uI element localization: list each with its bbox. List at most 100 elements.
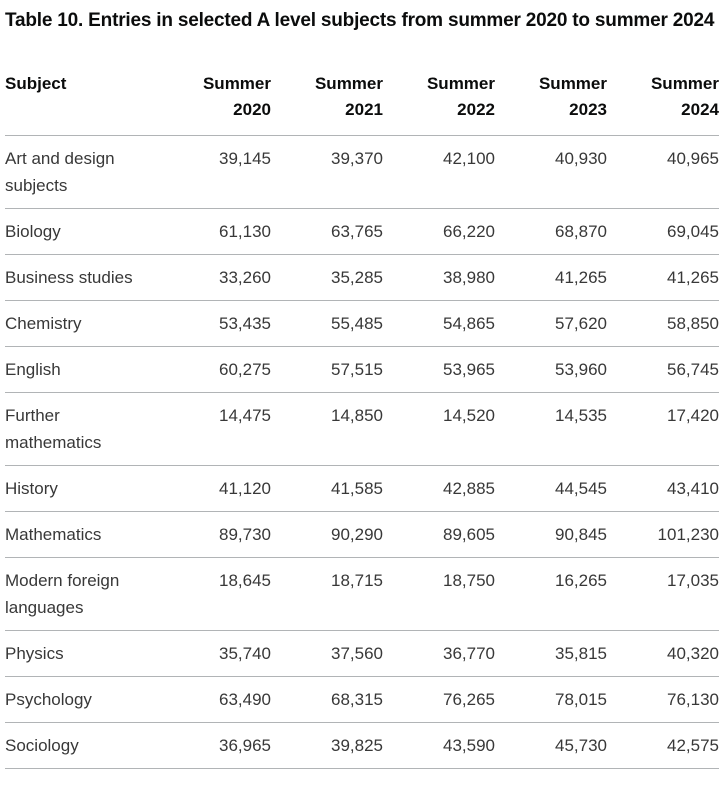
column-header-season: Summer (314, 73, 383, 93)
value-cell: 17,035 (607, 557, 719, 631)
value-cell: 38,980 (383, 254, 495, 301)
table-row: Mathematics 89,730 90,290 89,605 90,845 101,2… (5, 511, 719, 558)
value-cell: 18,750 (383, 557, 495, 631)
table-row: Modern foreign languages 18,645 18,715 18,7… (5, 557, 719, 631)
value-cell: 58,850 (607, 300, 719, 347)
value-cell: 57,515 (271, 346, 383, 393)
value-cell: 40,965 (607, 135, 719, 209)
value-cell: 89,730 (159, 511, 271, 558)
value-cell: 35,815 (495, 630, 607, 677)
subject-cell: Mathematics (5, 511, 159, 558)
value-cell: 43,590 (383, 722, 495, 769)
value-cell: 18,715 (271, 557, 383, 631)
value-cell: 35,285 (271, 254, 383, 301)
subject-cell: Art and design subjects (5, 135, 159, 209)
value-cell: 53,960 (495, 346, 607, 393)
subject-cell: History (5, 465, 159, 512)
subject-cell: Biology (5, 208, 159, 255)
value-cell: 90,845 (495, 511, 607, 558)
value-cell: 78,015 (495, 676, 607, 723)
subject-cell: Business studies (5, 254, 159, 301)
table-row: Chemistry 53,435 55,485 54,865 57,620 58,850 (5, 300, 719, 347)
value-cell: 53,965 (383, 346, 495, 393)
value-cell: 14,535 (495, 392, 607, 466)
value-cell: 39,825 (271, 722, 383, 769)
value-cell: 63,490 (159, 676, 271, 723)
value-cell: 89,605 (383, 511, 495, 558)
value-cell: 69,045 (607, 208, 719, 255)
value-cell: 41,265 (607, 254, 719, 301)
year-column-header: Summer 2023 (495, 70, 607, 136)
table-row: Biology 61,130 63,765 66,220 68,870 69,045 (5, 208, 719, 255)
table-row: Further mathematics 14,475 14,850 14,520 14,… (5, 392, 719, 466)
value-cell: 41,585 (271, 465, 383, 512)
subject-cell: Chemistry (5, 300, 159, 347)
value-cell: 101,230 (607, 511, 719, 558)
value-cell: 76,265 (383, 676, 495, 723)
value-cell: 44,545 (495, 465, 607, 512)
column-header-year: 2020 (233, 99, 271, 119)
column-header-season: Summer (202, 73, 271, 93)
table-row: Psychology 63,490 68,315 76,265 78,015 76,130 (5, 676, 719, 723)
header-row: Subject Summer 2020 Summer 2021 Summer 2022 Sum… (5, 70, 719, 136)
value-cell: 57,620 (495, 300, 607, 347)
table-row: Physics 35,740 37,560 36,770 35,815 40,320 (5, 630, 719, 677)
value-cell: 43,410 (607, 465, 719, 512)
value-cell: 36,770 (383, 630, 495, 677)
value-cell: 40,930 (495, 135, 607, 209)
column-header-season: Summer (426, 73, 495, 93)
value-cell: 14,520 (383, 392, 495, 466)
subject-cell: Further mathematics (5, 392, 159, 466)
value-cell: 42,885 (383, 465, 495, 512)
value-cell: 61,130 (159, 208, 271, 255)
value-cell: 63,765 (271, 208, 383, 255)
year-column-header: Summer 2022 (383, 70, 495, 136)
value-cell: 14,850 (271, 392, 383, 466)
value-cell: 56,745 (607, 346, 719, 393)
value-cell: 35,740 (159, 630, 271, 677)
value-cell: 68,870 (495, 208, 607, 255)
column-header-year: 2021 (345, 99, 383, 119)
table-title: Table 10. Entries in selected A level su… (5, 10, 715, 31)
value-cell: 41,265 (495, 254, 607, 301)
value-cell: 17,420 (607, 392, 719, 466)
value-cell: 76,130 (607, 676, 719, 723)
value-cell: 41,120 (159, 465, 271, 512)
value-cell: 45,730 (495, 722, 607, 769)
subject-cell: Sociology (5, 722, 159, 769)
value-cell: 40,320 (607, 630, 719, 677)
entries-table: Subject Summer 2020 Summer 2021 Summer 2022 Sum… (5, 70, 719, 769)
table-body: Art and design subjects 39,145 39,370 42,10… (5, 135, 719, 769)
year-column-header: Summer 2021 (271, 70, 383, 136)
value-cell: 37,560 (271, 630, 383, 677)
column-header-year: 2024 (681, 99, 719, 119)
column-header-year: 2023 (569, 99, 607, 119)
value-cell: 55,485 (271, 300, 383, 347)
value-cell: 54,865 (383, 300, 495, 347)
table-row: History 41,120 41,585 42,885 44,545 43,410 (5, 465, 719, 512)
value-cell: 68,315 (271, 676, 383, 723)
table-header: Subject Summer 2020 Summer 2021 Summer 2022 Sum… (5, 70, 719, 136)
year-column-header: Summer 2024 (607, 70, 719, 136)
value-cell: 42,575 (607, 722, 719, 769)
value-cell: 90,290 (271, 511, 383, 558)
value-cell: 53,435 (159, 300, 271, 347)
subject-cell: English (5, 346, 159, 393)
value-cell: 39,145 (159, 135, 271, 209)
column-header-year: 2022 (457, 99, 495, 119)
value-cell: 36,965 (159, 722, 271, 769)
subject-column-header: Subject (5, 70, 159, 136)
table-row: Art and design subjects 39,145 39,370 42,10… (5, 135, 719, 209)
value-cell: 14,475 (159, 392, 271, 466)
value-cell: 60,275 (159, 346, 271, 393)
year-column-header: Summer 2020 (159, 70, 271, 136)
value-cell: 16,265 (495, 557, 607, 631)
value-cell: 66,220 (383, 208, 495, 255)
subject-cell: Physics (5, 630, 159, 677)
table-row: Sociology 36,965 39,825 43,590 45,730 42,575 (5, 722, 719, 769)
value-cell: 39,370 (271, 135, 383, 209)
value-cell: 18,645 (159, 557, 271, 631)
table-row: Business studies 33,260 35,285 38,980 41,265… (5, 254, 719, 301)
column-header-season: Summer (538, 73, 607, 93)
